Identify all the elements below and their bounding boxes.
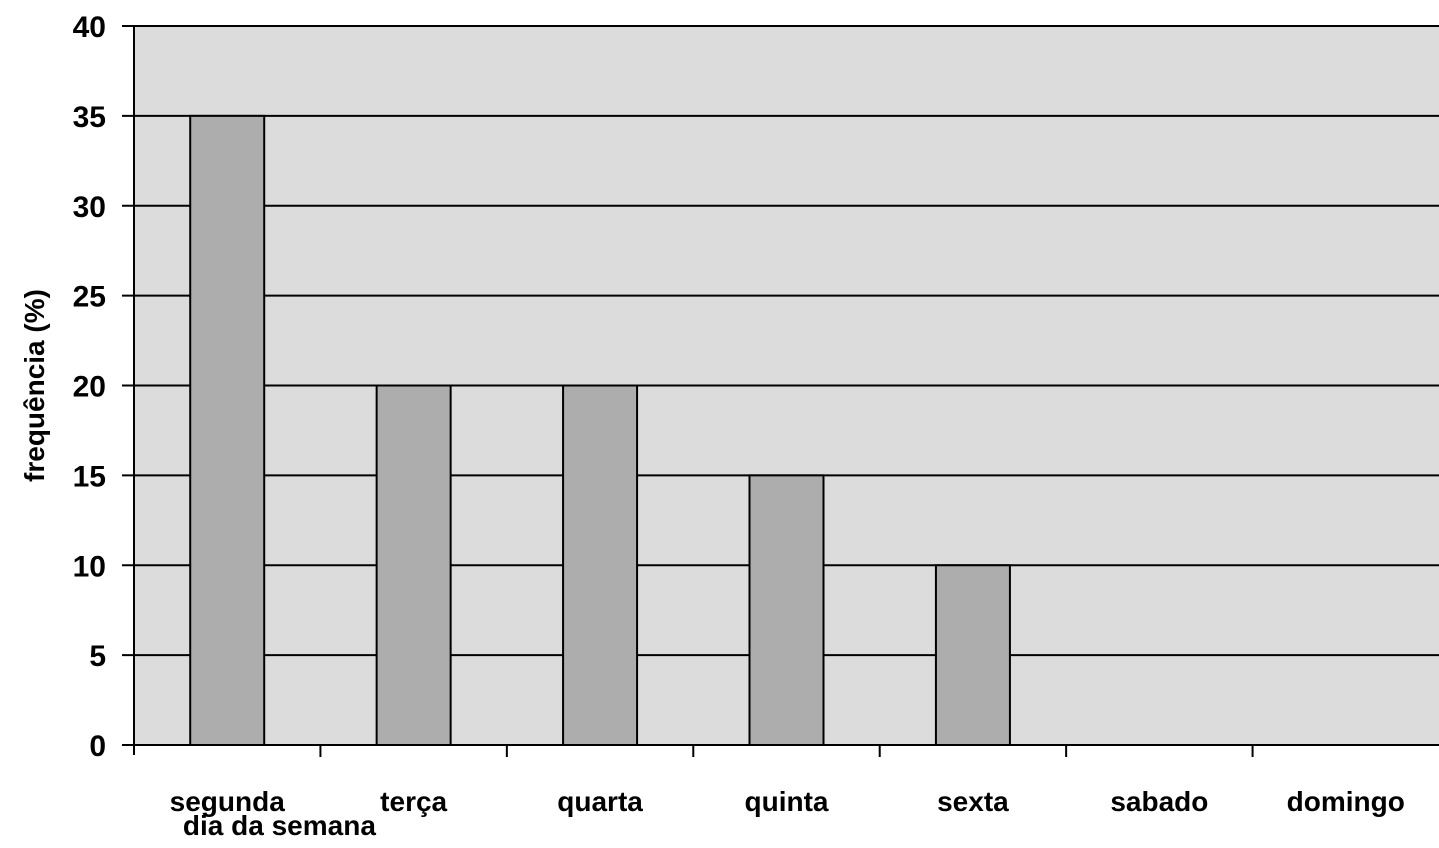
y-tick-label: 10 xyxy=(73,550,106,583)
x-category-label: quarta xyxy=(557,786,643,817)
x-axis-title: dia da semana xyxy=(183,810,376,841)
y-tick-label: 35 xyxy=(73,101,106,134)
y-tick-label: 5 xyxy=(89,640,106,673)
y-axis-title: frequência (%) xyxy=(19,289,50,482)
bar-terça xyxy=(375,384,452,746)
y-tick-label: 40 xyxy=(73,11,106,44)
y-tick-labels: 0 5 10 15 20 25 30 35 40 xyxy=(73,11,106,763)
x-category-label: quinta xyxy=(745,786,829,817)
x-category-label: sabado xyxy=(1110,786,1208,817)
x-category-label: domingo xyxy=(1287,786,1405,817)
bar-segunda xyxy=(189,114,266,746)
y-tick-label: 0 xyxy=(89,730,106,763)
bar-quinta xyxy=(748,474,825,746)
y-tick-label: 15 xyxy=(73,460,106,493)
axes xyxy=(122,25,1439,757)
x-category-label: terça xyxy=(380,786,447,817)
y-tick-label: 30 xyxy=(73,191,106,224)
y-tick-label: 25 xyxy=(73,281,106,314)
bar-quarta xyxy=(562,384,639,746)
x-category-label: segunda xyxy=(170,786,286,817)
x-category-label: sexta xyxy=(937,786,1009,817)
x-category-labels: segunda terça quarta quinta sexta sabado domin… xyxy=(170,786,1405,817)
y-tick-label: 20 xyxy=(73,371,106,404)
bar-sexta xyxy=(934,564,1011,746)
bars xyxy=(189,114,1011,746)
